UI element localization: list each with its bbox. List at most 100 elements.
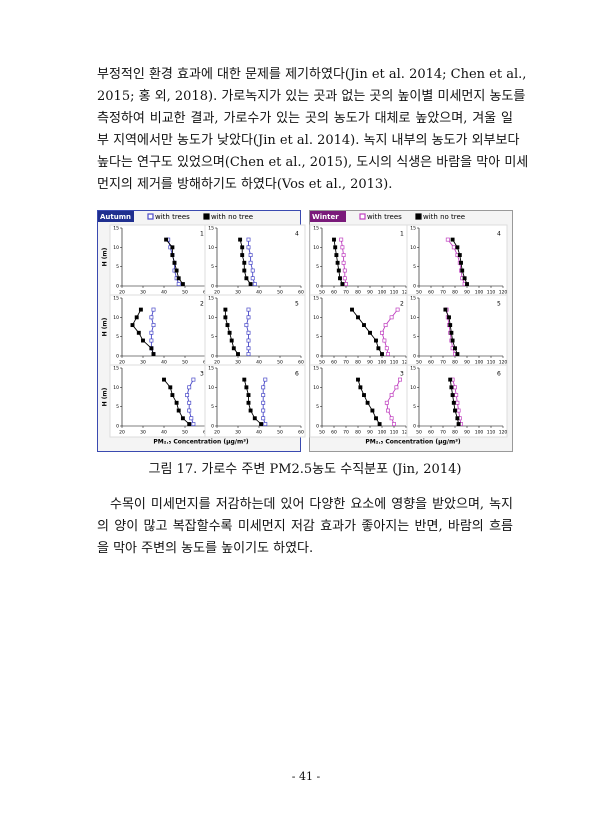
panel-bg bbox=[406, 224, 508, 298]
point bbox=[376, 346, 381, 351]
point bbox=[449, 385, 454, 390]
group-header bbox=[310, 211, 346, 222]
text-line: 부 지역에서만 농도가 낮았다(Jin et al. 2014). 녹지 내부의… bbox=[97, 133, 520, 148]
point bbox=[229, 338, 234, 343]
legend-label: with no tree bbox=[423, 213, 465, 221]
x-tick-label: 100 bbox=[475, 430, 484, 436]
x-tick-label: 50 bbox=[182, 290, 188, 296]
point bbox=[460, 268, 465, 273]
y-tick-label: 0 bbox=[211, 424, 214, 430]
legend-label: with trees bbox=[367, 213, 402, 221]
text-line: 먼지의 제거를 방해하기도 하였다(Vos et al., 2013). bbox=[97, 177, 393, 192]
x-tick-label: 60 bbox=[428, 290, 434, 296]
point bbox=[456, 408, 461, 413]
x-tick-label: 90 bbox=[367, 430, 373, 436]
point bbox=[453, 408, 457, 413]
x-tick-label: 120 bbox=[402, 290, 411, 296]
panel-label: 6 bbox=[497, 371, 501, 378]
point bbox=[362, 393, 366, 398]
x-tick-label: 50 bbox=[182, 430, 188, 436]
point bbox=[389, 393, 394, 398]
point bbox=[250, 276, 255, 281]
x-tick-label: 110 bbox=[487, 290, 496, 296]
y-tick-label: 0 bbox=[413, 424, 416, 430]
x-tick-label: 40 bbox=[256, 430, 262, 436]
point bbox=[386, 352, 390, 357]
y-tick-label: 15 bbox=[410, 366, 416, 372]
y-tick-label: 5 bbox=[116, 264, 119, 270]
point bbox=[240, 245, 245, 250]
point bbox=[261, 385, 266, 390]
y-tick-label: 0 bbox=[316, 424, 319, 430]
y-tick-label: 0 bbox=[316, 354, 319, 360]
x-tick-label: 30 bbox=[140, 360, 146, 366]
y-tick-label: 10 bbox=[208, 245, 214, 251]
point bbox=[246, 393, 251, 398]
panel-label: 4 bbox=[497, 231, 501, 238]
point bbox=[455, 400, 460, 405]
point bbox=[223, 307, 228, 312]
point bbox=[380, 352, 384, 357]
point bbox=[244, 385, 249, 390]
point bbox=[368, 330, 372, 335]
point bbox=[358, 385, 363, 390]
y-tick-label: 10 bbox=[410, 385, 416, 391]
y-tick-label: 5 bbox=[413, 264, 416, 270]
point bbox=[189, 416, 194, 421]
x-tick-label: 110 bbox=[390, 290, 399, 296]
panel-bg bbox=[109, 294, 211, 368]
x-tick-label: 20 bbox=[214, 430, 220, 436]
x-tick-label: 120 bbox=[499, 360, 508, 366]
y-tick-label: 0 bbox=[316, 284, 319, 290]
text-line: 높다는 연구도 있었으며(Chen et al., 2015), 도시의 식생은… bbox=[97, 155, 529, 170]
point bbox=[246, 400, 251, 405]
point bbox=[259, 422, 264, 427]
x-tick-label: 80 bbox=[452, 360, 458, 366]
point bbox=[242, 260, 247, 265]
point bbox=[246, 315, 251, 320]
x-tick-label: 20 bbox=[119, 360, 125, 366]
point bbox=[252, 416, 257, 421]
x-axis-label: PM₂.₅ Concentration (μg/m³) bbox=[365, 439, 460, 446]
x-tick-label: 30 bbox=[235, 430, 241, 436]
y-tick-label: 5 bbox=[413, 404, 416, 410]
point bbox=[456, 422, 461, 427]
point bbox=[185, 393, 190, 398]
x-tick-label: 120 bbox=[499, 430, 508, 436]
x-tick-label: 30 bbox=[140, 430, 146, 436]
point bbox=[136, 330, 141, 335]
x-tick-label: 100 bbox=[378, 290, 387, 296]
x-tick-label: 40 bbox=[161, 430, 167, 436]
y-tick-label: 0 bbox=[211, 284, 214, 290]
x-tick-label: 60 bbox=[331, 360, 337, 366]
y-tick-label: 0 bbox=[413, 354, 416, 360]
point bbox=[130, 323, 135, 328]
point bbox=[225, 323, 230, 328]
y-tick-label: 15 bbox=[313, 366, 319, 372]
point bbox=[246, 330, 251, 335]
x-tick-label: 70 bbox=[343, 290, 349, 296]
x-tick-label: 50 bbox=[416, 360, 422, 366]
point bbox=[445, 237, 450, 242]
point bbox=[191, 377, 196, 382]
point bbox=[248, 408, 253, 413]
panel-label: 3 bbox=[400, 371, 404, 378]
y-tick-label: 0 bbox=[116, 354, 119, 360]
point bbox=[261, 400, 266, 405]
x-tick-label: 100 bbox=[475, 290, 484, 296]
y-tick-label: 10 bbox=[313, 385, 319, 391]
y-tick-label: 0 bbox=[211, 354, 214, 360]
y-tick-label: 15 bbox=[410, 296, 416, 302]
point bbox=[246, 307, 251, 312]
point bbox=[246, 245, 251, 250]
x-tick-label: 100 bbox=[378, 360, 387, 366]
point bbox=[465, 282, 469, 287]
point bbox=[455, 245, 460, 250]
point bbox=[453, 385, 457, 390]
panel-label: 2 bbox=[400, 301, 404, 308]
point bbox=[227, 330, 232, 335]
point bbox=[382, 338, 387, 343]
y-tick-label: 10 bbox=[410, 245, 416, 251]
x-tick-label: 70 bbox=[440, 290, 446, 296]
x-tick-label: 80 bbox=[355, 360, 361, 366]
